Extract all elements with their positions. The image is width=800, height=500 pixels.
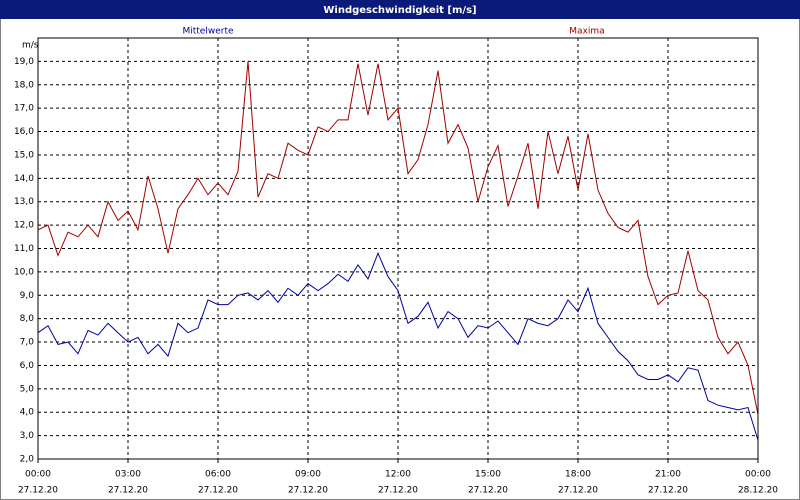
legend-label: Maxima (569, 27, 604, 37)
x-tick-date: 27.12.20 (198, 486, 238, 496)
y-tick-label: 9,0 (20, 291, 35, 301)
x-tick-label: 15:00 (475, 470, 501, 480)
x-tick-label: 00:00 (25, 470, 51, 480)
series-line (37, 61, 759, 415)
x-tick-date: 27.12.20 (378, 486, 418, 496)
x-tick-date: 27.12.20 (648, 486, 688, 496)
y-tick-label: 15,0 (14, 150, 34, 160)
x-tick-label: 03:00 (115, 470, 141, 480)
y-tick-label: 7,0 (20, 338, 35, 348)
y-tick-label: 3,0 (20, 431, 35, 441)
y-tick-label: 8,0 (20, 314, 35, 324)
y-tick-label: 16,0 (14, 127, 34, 137)
y-tick-label: 17,0 (14, 104, 34, 114)
x-tick-date: 27.12.20 (288, 486, 328, 496)
y-tick-label: 6,0 (20, 361, 35, 371)
chart-title: Windgeschwindigkeit [m/s] (323, 5, 476, 16)
y-tick-label: 4,0 (20, 408, 35, 418)
series-line (37, 251, 759, 441)
y-tick-label: 19,0 (14, 57, 34, 67)
y-tick-label: 14,0 (14, 174, 34, 184)
x-tick-label: 21:00 (655, 470, 681, 480)
x-tick-date: 27.12.20 (108, 486, 148, 496)
x-tick-date: 27.12.20 (558, 486, 598, 496)
x-tick-date: 27.12.20 (18, 486, 58, 496)
y-tick-label: 13,0 (14, 197, 34, 207)
x-tick-date: 27.12.20 (468, 486, 508, 496)
y-tick-label: 12,0 (14, 221, 34, 231)
y-tick-label: 18,0 (14, 80, 34, 90)
y-tick-label: 10,0 (14, 267, 34, 277)
x-tick-label: 06:00 (205, 470, 231, 480)
y-tick-label: 2,0 (20, 455, 35, 465)
x-tick-label: 18:00 (565, 470, 591, 480)
title-bar (0, 0, 800, 19)
legend-label: Mittelwerte (182, 27, 233, 37)
x-tick-label: 00:00 (745, 470, 771, 480)
lines (37, 61, 759, 441)
x-tick-label: 09:00 (295, 470, 321, 480)
y-tick-label: 5,0 (20, 384, 35, 394)
x-tick-label: 12:00 (385, 470, 411, 480)
grid (37, 38, 759, 460)
y-tick-label: 11,0 (14, 244, 34, 254)
x-tick-date: 28.12.20 (738, 486, 778, 496)
y-axis-label: m/s (22, 41, 39, 51)
